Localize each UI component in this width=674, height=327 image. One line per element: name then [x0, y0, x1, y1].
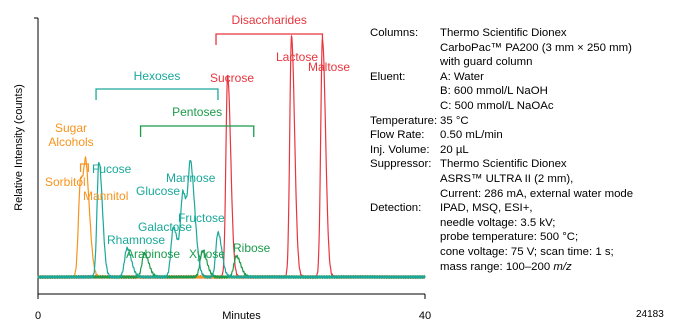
condition-row: Eluent: A: Water B: 600 mmol/L NaOH C: 500 …: [370, 70, 633, 114]
condition-value: IPAD, MSQ, ESI+, needle voltage: 3.5 kV; p…: [440, 201, 614, 274]
peak-label-mannose: Mannose: [166, 171, 216, 185]
peak-label-rhamnose: Rhamnose: [107, 233, 165, 247]
condition-value-line: C: 500 mmol/L NaOAc: [440, 99, 554, 114]
x-tick-label-40: 40: [419, 310, 431, 322]
condition-value-line: IPAD, MSQ, ESI+,: [440, 201, 614, 216]
group-label-sugar_alcohols-1: Alcohols: [48, 135, 93, 149]
group-label-sugar_alcohols-0: Sugar: [55, 121, 87, 135]
condition-label: Eluent:: [370, 70, 440, 114]
peak-label-mannitol: Mannitol: [83, 189, 128, 203]
condition-value-line: Current: 286 mA, external water mode: [440, 187, 633, 202]
condition-value-line: 0.50 mL/min: [440, 128, 503, 143]
condition-value-line: 35 °C: [440, 114, 469, 129]
condition-value: 20 µL: [440, 143, 469, 158]
bracket-hexoses: [96, 89, 218, 100]
condition-row: Detection: IPAD, MSQ, ESI+, needle voltage…: [370, 201, 633, 274]
condition-value-line: B: 600 mmol/L NaOH: [440, 84, 554, 99]
condition-row: Flow Rate: 0.50 mL/min: [370, 128, 633, 143]
condition-value-line: cone voltage: 75 V; scan time: 1 s;: [440, 245, 614, 260]
peak-label-glucose: Glucose: [136, 184, 180, 198]
condition-value-line: Thermo Scientific Dionex: [440, 157, 633, 172]
group-label-disaccharides-0: Disaccharides: [232, 13, 307, 27]
condition-value: 35 °C: [440, 114, 469, 129]
condition-row: Temperature: 35 °C: [370, 114, 633, 129]
condition-value-line: Thermo Scientific Dionex: [440, 26, 632, 41]
condition-label: Suppressor:: [370, 157, 440, 201]
peak-label-maltose: Maltose: [308, 60, 350, 74]
x-tick-label-0: 0: [35, 310, 41, 322]
bracket-pentoses: [141, 126, 254, 137]
condition-label: Detection:: [370, 201, 440, 274]
peak-label-sucrose: Sucrose: [210, 71, 254, 85]
condition-value: A: Water B: 600 mmol/L NaOH C: 500 mmol/L …: [440, 70, 554, 114]
condition-value: Thermo Scientific Dionex CarboPac™ PA200 …: [440, 26, 632, 70]
peak-label-xylose: Xylose: [189, 247, 225, 261]
peak-label-fucose: Fucose: [92, 162, 132, 176]
method-conditions: Columns: Thermo Scientific Dionex CarboPac…: [370, 26, 633, 274]
condition-value-line: needle voltage: 3.5 kV;: [440, 216, 614, 231]
condition-value-line: mass range: 100–200 m/z: [440, 260, 614, 275]
condition-value: 0.50 mL/min: [440, 128, 503, 143]
bracket-disaccharides: [216, 34, 322, 45]
peak-label-ribose: Ribose: [233, 241, 271, 255]
condition-label: Columns:: [370, 26, 440, 70]
group-label-hexoses-0: Hexoses: [134, 69, 181, 83]
peak-label-arabinose: Arabinose: [126, 247, 180, 261]
condition-label: Inj. Volume:: [370, 143, 440, 158]
y-axis-label: Relative Intensity (counts): [13, 84, 25, 211]
peak-label-fructose: Fructose: [178, 211, 225, 225]
condition-value: Thermo Scientific Dionex ASRS™ ULTRA II (…: [440, 157, 633, 201]
peak-label-sorbitol: Sorbitol: [45, 175, 86, 189]
condition-value-line: ASRS™ ULTRA II (2 mm),: [440, 172, 633, 187]
figure-id: 24183: [636, 309, 664, 320]
condition-value-line: probe temperature: 500 °C;: [440, 230, 614, 245]
condition-value-line: A: Water: [440, 70, 554, 85]
condition-value-line: CarboPac™ PA200 (3 mm × 250 mm): [440, 41, 632, 56]
group-label-pentoses-0: Pentoses: [172, 105, 222, 119]
condition-label: Temperature:: [370, 114, 440, 129]
condition-value-line: 20 µL: [440, 143, 469, 158]
condition-value-line: with guard column: [440, 55, 632, 70]
condition-label: Flow Rate:: [370, 128, 440, 143]
x-axis-label: Minutes: [222, 310, 261, 322]
condition-row: Columns: Thermo Scientific Dionex CarboPac…: [370, 26, 633, 70]
condition-row: Suppressor: Thermo Scientific Dionex ASRS™…: [370, 157, 633, 201]
condition-row: Inj. Volume: 20 µL: [370, 143, 633, 158]
